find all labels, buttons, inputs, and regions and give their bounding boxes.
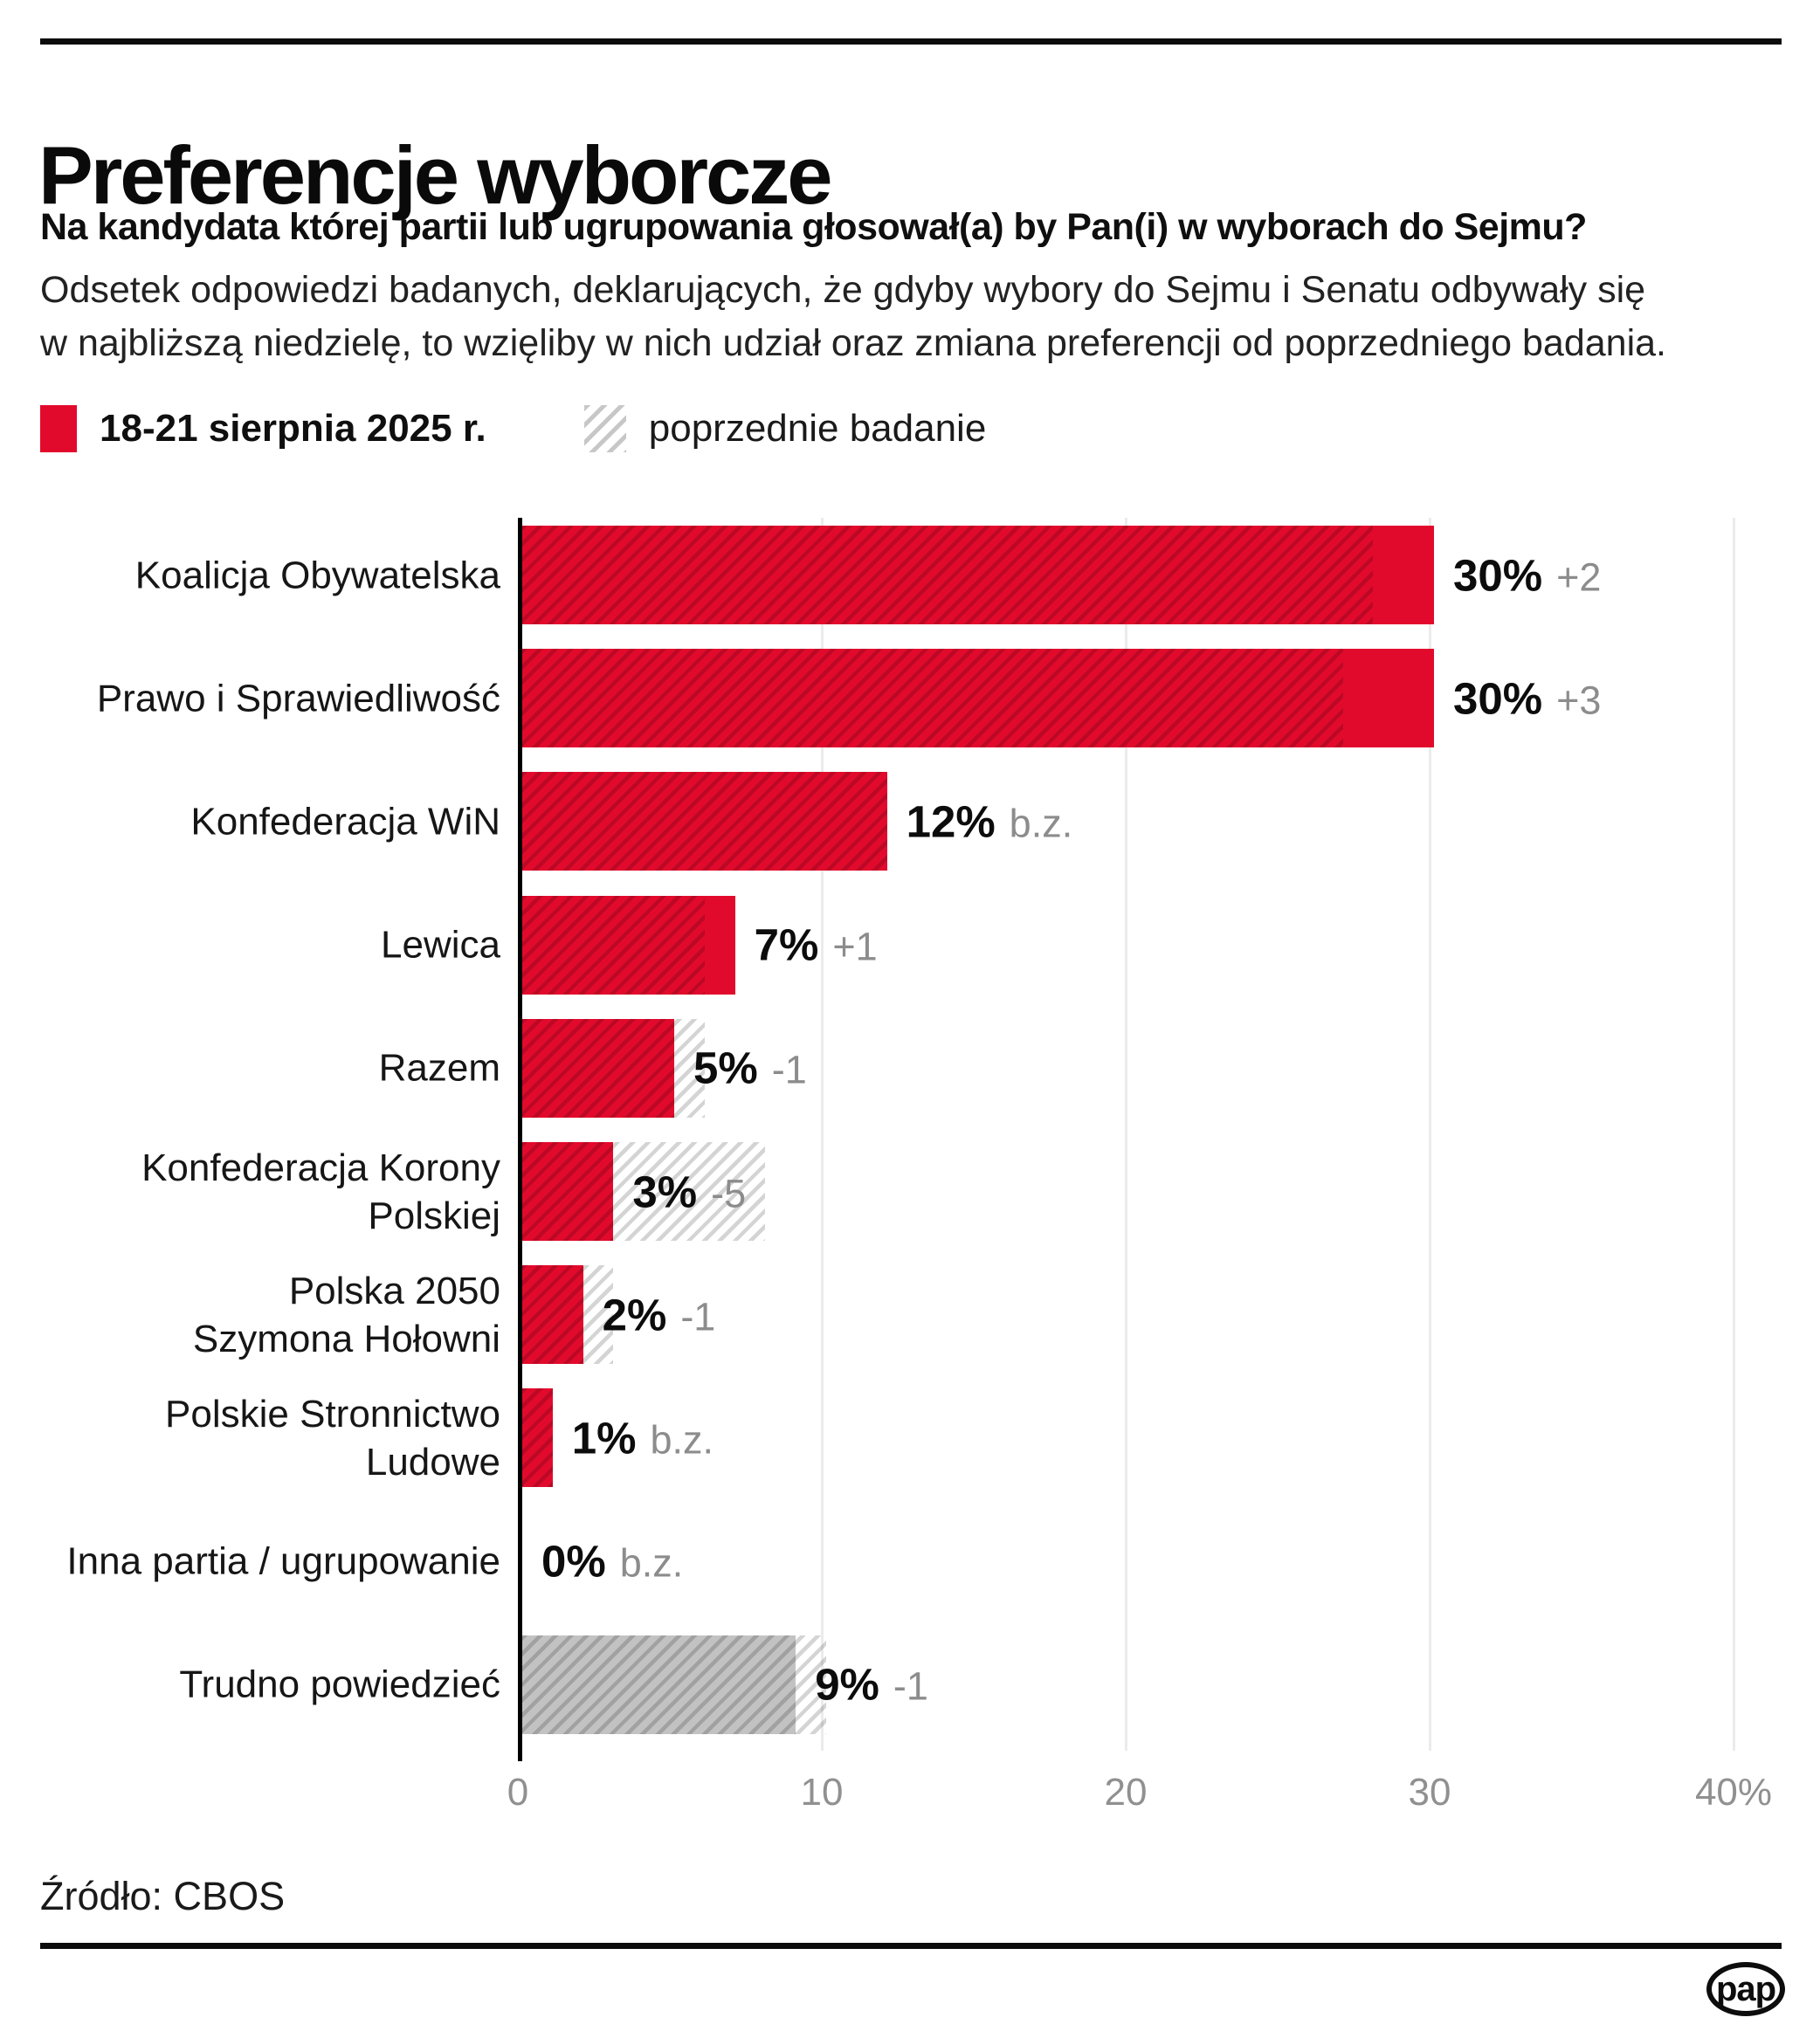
gridline-30: [1429, 518, 1431, 1751]
previous-survey-hatch: [522, 1142, 766, 1241]
category-label: Konfederacja Korony Polskiej: [141, 1146, 500, 1237]
value-label: 12% b.z.: [907, 795, 1073, 847]
bar-current: [522, 649, 1434, 748]
category-label: Lewica: [381, 923, 500, 967]
previous-survey-hatch: [522, 1388, 553, 1488]
category-label: Razem: [378, 1046, 500, 1090]
survey-description: Odsetek odpowiedzi badanych, deklarujący…: [40, 269, 1666, 365]
value-label: 9% -1: [815, 1659, 928, 1711]
value-label: 1% b.z.: [572, 1412, 714, 1463]
gridline-40: [1733, 518, 1735, 1751]
x-axis-tick-40: 40%: [1694, 1771, 1773, 1814]
legend-current-label: 18-21 sierpnia 2025 r.: [100, 407, 486, 450]
value-change: -1: [893, 1663, 928, 1709]
value-label: 30% +3: [1453, 672, 1601, 724]
category-label: Prawo i Sprawiedliwość: [96, 677, 500, 720]
value-label: 3% -5: [632, 1166, 746, 1217]
category-label: Inna partia / ugrupowanie: [66, 1539, 500, 1583]
category-label: Trudno powiedzieć: [179, 1663, 500, 1706]
bar-current: [522, 895, 735, 995]
gridline-10: [821, 518, 824, 1751]
category-label: Polska 2050 Szymona Hołowni: [192, 1269, 500, 1360]
value-label: 2% -1: [603, 1289, 716, 1340]
previous-survey-hatch: [522, 1018, 705, 1118]
value-label: 30% +2: [1453, 549, 1601, 601]
previous-survey-hatch: [522, 1635, 826, 1734]
value-label: 0% b.z.: [541, 1536, 683, 1587]
value-percent: 30%: [1453, 550, 1543, 600]
category-label: Konfederacja WiN: [190, 800, 500, 843]
value-change: b.z.: [1009, 801, 1073, 846]
previous-survey-hatch: [522, 526, 1374, 624]
legend-current-swatch: [40, 405, 77, 452]
value-percent: 9%: [815, 1659, 879, 1710]
x-axis-tick-10: 10: [800, 1771, 844, 1814]
value-percent: 1%: [571, 1413, 637, 1463]
source-note: Źródło: CBOS: [40, 1874, 286, 1918]
previous-survey-hatch: [522, 1265, 614, 1365]
legend-previous-hatch-icon: [583, 405, 626, 452]
value-change: -1: [680, 1294, 716, 1339]
value-percent: 7%: [754, 919, 819, 970]
previous-survey-hatch: [522, 895, 705, 995]
bar-current: [522, 1142, 614, 1241]
bar-current: [522, 772, 887, 871]
value-label: 7% +1: [755, 919, 878, 971]
bar-current: [522, 526, 1434, 624]
value-change: +2: [1556, 554, 1602, 599]
category-label: Polskie Stronnictwo Ludowe: [165, 1392, 500, 1484]
value-percent: 30%: [1453, 673, 1543, 724]
value-change: +1: [832, 924, 878, 969]
x-axis-tick-30: 30: [1408, 1771, 1451, 1814]
bottom-rule: [40, 1943, 1782, 1949]
value-change: -1: [771, 1047, 807, 1092]
bar-current: [522, 1265, 583, 1365]
value-percent: 5%: [693, 1043, 758, 1093]
previous-survey-hatch: [522, 772, 887, 871]
survey-question: Na kandydata której partii lub ugrupowan…: [40, 206, 1587, 248]
bar-current: [522, 1018, 674, 1118]
value-percent: 12%: [906, 796, 996, 847]
x-axis-tick-0: 0: [507, 1771, 529, 1814]
legend: 18-21 sierpnia 2025 r. poprzednie badani…: [40, 403, 986, 454]
page-title: Preferencje wyborcze: [38, 128, 833, 221]
category-label: Koalicja Obywatelska: [134, 554, 500, 596]
legend-previous-label: poprzednie badanie: [648, 407, 987, 450]
pap-logo-text: pap: [1715, 1970, 1776, 2008]
value-change: -5: [711, 1171, 747, 1215]
bar-undecided: [522, 1635, 796, 1734]
value-percent: 2%: [602, 1290, 667, 1340]
value-percent: 3%: [632, 1167, 698, 1216]
bar-current: [522, 1388, 553, 1488]
value-change: b.z.: [619, 1540, 684, 1586]
previous-survey-hatch: [522, 649, 1343, 748]
y-axis-line: [518, 518, 522, 1761]
value-percent: 0%: [541, 1536, 606, 1587]
value-change: b.z.: [650, 1417, 714, 1463]
value-change: +3: [1556, 678, 1602, 723]
value-label: 5% -1: [693, 1043, 807, 1094]
top-rule: [40, 38, 1782, 45]
gridline-20: [1125, 518, 1127, 1751]
pap-logo: pap: [1706, 1962, 1785, 2016]
x-axis-tick-20: 20: [1104, 1771, 1148, 1814]
